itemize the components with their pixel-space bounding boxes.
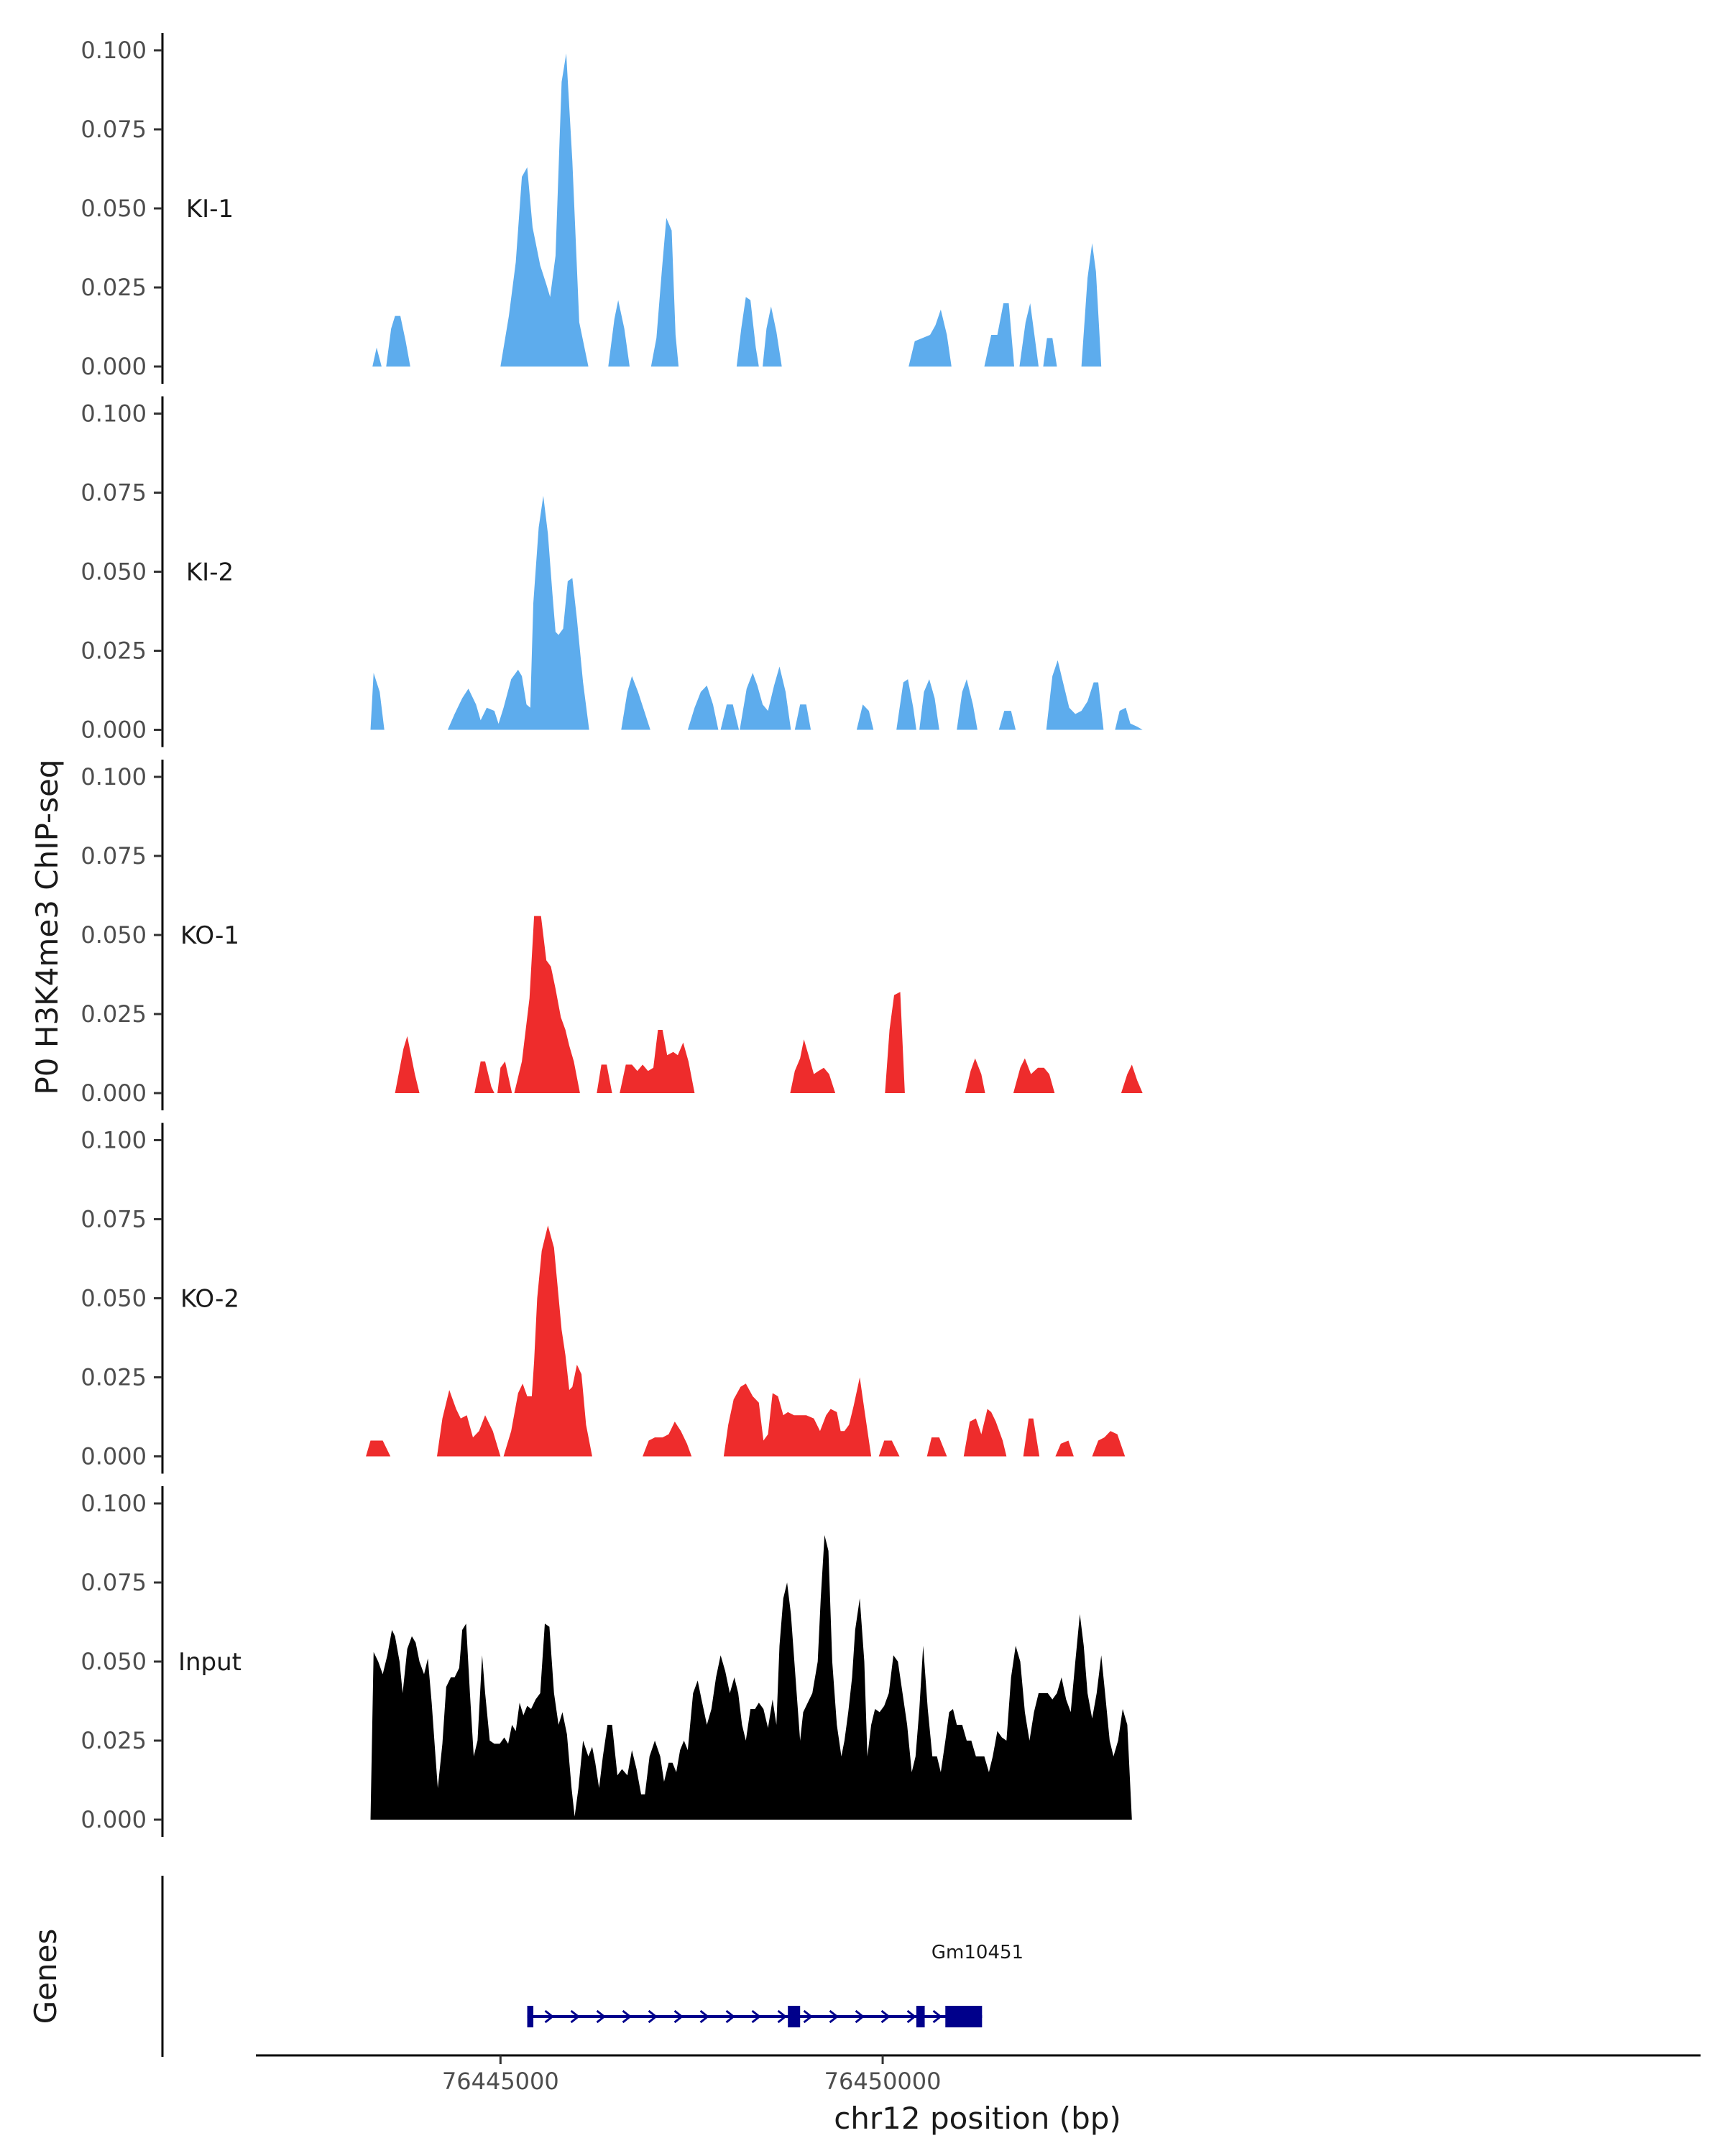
y-tick-label: 0.050: [80, 921, 147, 949]
coverage-area-ko-2: [366, 1225, 1126, 1457]
track-label: KO-1: [180, 921, 239, 950]
y-tick-label: 0.025: [80, 1364, 147, 1391]
y-tick-label: 0.100: [80, 1127, 147, 1154]
y-axis-title: P0 H3K4me3 ChIP-seq: [29, 759, 65, 1095]
y-tick-label: 0.025: [80, 1000, 147, 1028]
track-panel-input: 0.000 0.025 0.050 0.075 0.100 Input: [80, 1486, 1132, 1837]
y-tick-label: 0.050: [80, 1285, 147, 1312]
strand-arrow: [570, 2009, 580, 2024]
track-label: Input: [178, 1648, 242, 1677]
strand-arrow: [880, 2009, 891, 2024]
y-tick-label: 0.050: [80, 1648, 147, 1675]
y-tick-label: 0.075: [80, 479, 147, 507]
strand-arrow: [699, 2009, 709, 2024]
y-tick-label: 0.100: [80, 37, 147, 64]
y-tick-label: 0.050: [80, 558, 147, 586]
track-panel-ko-2: 0.000 0.025 0.050 0.075 0.100 KO-2: [80, 1123, 1126, 1474]
x-tick-label: 76445000: [442, 2068, 559, 2095]
gene-name-label: Gm10451: [932, 1942, 1024, 1963]
strand-arrow: [544, 2009, 554, 2024]
coverage-area-ki-2: [370, 495, 1143, 730]
strand-arrow: [596, 2009, 606, 2024]
strand-arrow: [777, 2009, 787, 2024]
strand-arrow: [648, 2009, 658, 2024]
track-panel-ko-1: 0.000 0.025 0.050 0.075 0.100 KO-1: [80, 760, 1143, 1110]
strand-arrow: [855, 2009, 865, 2024]
y-tick-label: 0.000: [80, 1806, 147, 1833]
y-tick-label: 0.075: [80, 842, 147, 870]
x-axis: chr12 position (bp) 76445000 76450000: [256, 2054, 1701, 2136]
coverage-area-ko-1: [395, 916, 1143, 1093]
gene-exon: [916, 2006, 925, 2027]
y-tick-label: 0.100: [80, 1490, 147, 1517]
strand-arrow: [622, 2009, 632, 2024]
coverage-tracks: 0.0000.0250.0500.0750.100KI-10.0000.0250…: [80, 33, 1143, 1837]
track-panel-ki-1: 0.000 0.025 0.050 0.075 0.100 KI-1: [80, 33, 1102, 384]
track-label: KI-2: [186, 558, 234, 587]
y-tick-label: 0.075: [80, 116, 147, 143]
y-tick-label: 0.025: [80, 637, 147, 665]
y-tick-label: 0.075: [80, 1569, 147, 1596]
y-tick-label: 0.075: [80, 1206, 147, 1233]
gene-exon: [945, 2006, 983, 2027]
y-tick-label: 0.050: [80, 195, 147, 222]
y-tick-label: 0.100: [80, 763, 147, 791]
coverage-area-input: [370, 1535, 1132, 1820]
y-tick-label: 0.025: [80, 274, 147, 301]
strand-arrow: [673, 2009, 684, 2024]
y-tick-label: 0.100: [80, 400, 147, 428]
strand-arrow: [932, 2009, 942, 2024]
gene-track-title: Genes: [28, 1929, 63, 2024]
y-tick-label: 0.000: [80, 1079, 147, 1107]
track-label: KO-2: [180, 1285, 239, 1314]
gene-track: Genes Gm10451: [28, 1876, 1024, 2057]
gene-exon: [527, 2006, 534, 2027]
y-tick-label: 0.000: [80, 1443, 147, 1470]
x-tick-label: 76450000: [824, 2068, 942, 2095]
y-tick-label: 0.025: [80, 1727, 147, 1754]
strand-arrow: [906, 2009, 916, 2024]
x-axis-title: chr12 position (bp): [834, 2101, 1121, 2136]
y-tick-label: 0.000: [80, 353, 147, 380]
strand-arrow: [725, 2009, 735, 2024]
strand-arrow: [751, 2009, 761, 2024]
track-panel-ki-2: 0.000 0.025 0.050 0.075 0.100 KI-2: [80, 396, 1143, 747]
gene-exon: [788, 2006, 801, 2027]
strand-arrow: [803, 2009, 813, 2024]
y-tick-label: 0.000: [80, 717, 147, 744]
strand-arrow: [829, 2009, 839, 2024]
track-label: KI-1: [186, 195, 234, 224]
coverage-area-ki-1: [372, 53, 1102, 367]
